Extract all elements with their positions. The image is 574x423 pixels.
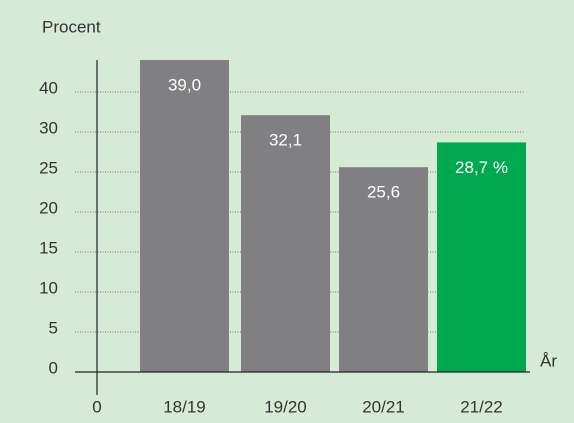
y-tick-label: 30 xyxy=(39,118,58,137)
bar xyxy=(140,60,229,372)
y-axis-label: Procent xyxy=(42,17,101,36)
bar xyxy=(241,115,330,372)
y-tick-label: 25 xyxy=(39,158,58,177)
bar xyxy=(437,142,526,372)
y-tick-label: 15 xyxy=(39,238,58,257)
x-tick-label: 18/19 xyxy=(163,397,206,416)
y-tick-label: 10 xyxy=(39,278,58,297)
value-label: 39,0 xyxy=(168,75,201,94)
y-tick-label: 20 xyxy=(39,198,58,217)
origin-label: 0 xyxy=(92,397,101,416)
y-tick-label: 40 xyxy=(39,78,58,97)
x-tick-label: 19/20 xyxy=(264,397,307,416)
bar xyxy=(339,167,428,372)
value-label: 25,6 xyxy=(367,183,400,202)
y-tick-label: 0 xyxy=(49,358,58,377)
value-label: 28,7 % xyxy=(455,158,508,177)
value-label: 32,1 xyxy=(269,131,302,150)
x-axis-label: År xyxy=(540,351,557,370)
x-tick-label: 21/22 xyxy=(460,397,503,416)
y-tick-label: 5 xyxy=(49,318,58,337)
x-tick-label: 20/21 xyxy=(362,397,405,416)
